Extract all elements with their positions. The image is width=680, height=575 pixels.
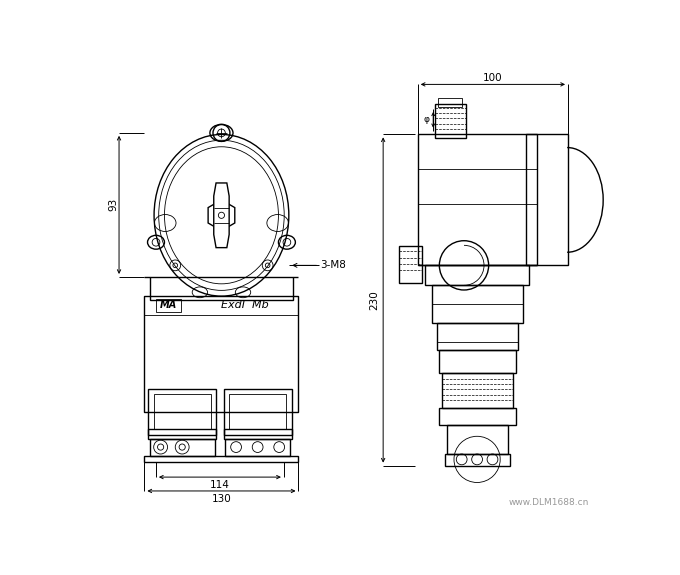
Bar <box>150 439 214 455</box>
Text: www.DLM1688.cn: www.DLM1688.cn <box>509 498 589 507</box>
Text: 130: 130 <box>211 494 231 504</box>
Bar <box>443 373 513 408</box>
Text: ExdI  Mb: ExdI Mb <box>221 300 269 311</box>
Text: φ: φ <box>423 116 429 124</box>
Bar <box>447 425 508 454</box>
Bar <box>439 350 515 373</box>
Bar <box>144 296 299 412</box>
Bar <box>154 394 211 428</box>
Bar <box>156 299 182 312</box>
Bar <box>438 98 462 108</box>
Bar <box>426 265 530 285</box>
Bar <box>418 135 537 265</box>
Bar <box>224 430 292 439</box>
Bar <box>224 389 292 435</box>
Bar <box>432 285 524 323</box>
Bar <box>148 430 216 439</box>
Text: 114: 114 <box>210 480 230 490</box>
Polygon shape <box>214 183 229 248</box>
Text: 93: 93 <box>108 198 118 211</box>
Bar <box>398 246 422 283</box>
Bar <box>225 439 290 455</box>
Bar <box>439 408 515 425</box>
Text: MA: MA <box>160 300 177 311</box>
Text: 230: 230 <box>369 290 379 310</box>
Bar <box>437 323 518 350</box>
Text: 3-M8: 3-M8 <box>320 260 346 270</box>
Bar <box>229 394 286 428</box>
Bar <box>526 135 568 265</box>
Bar <box>148 389 216 435</box>
Bar <box>144 296 299 316</box>
Bar <box>445 454 510 466</box>
Bar <box>144 455 299 462</box>
Text: 100: 100 <box>483 73 503 83</box>
Bar <box>435 104 466 139</box>
Bar <box>150 277 293 300</box>
